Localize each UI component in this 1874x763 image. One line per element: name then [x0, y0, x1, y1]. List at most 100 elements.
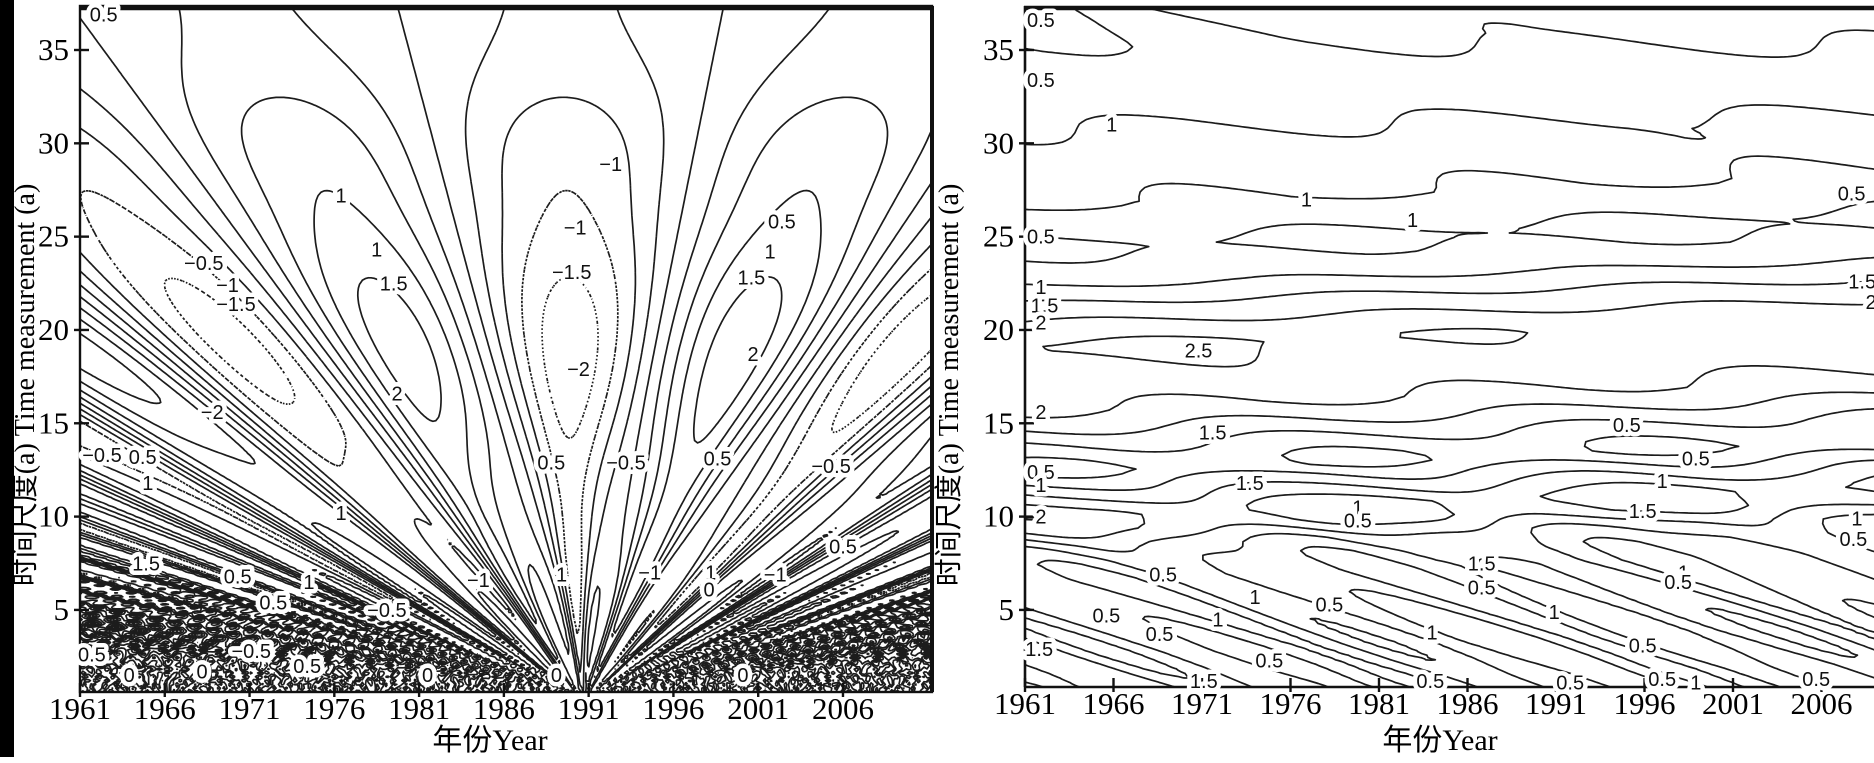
contour-label: 0.5: [829, 537, 857, 559]
contour-label: 2: [1035, 507, 1046, 529]
x-tick-label: 1996: [1614, 686, 1676, 721]
contour-label: 2: [1866, 292, 1874, 314]
contour-label: 0.5: [1629, 635, 1657, 657]
x-tick-label: 1961: [49, 691, 111, 726]
contour-label: 0.5: [768, 212, 796, 234]
contour-label: 1: [1106, 115, 1117, 137]
contour-label: 0.5: [1255, 650, 1283, 672]
y-tick-label: 30: [38, 125, 69, 160]
contour-label: 0.5: [1315, 594, 1343, 616]
y-tick-label: 10: [38, 499, 69, 534]
contour-label: 0.5: [1027, 70, 1055, 92]
contour-label: 0.5: [1648, 669, 1676, 691]
contour-label: 2: [1035, 402, 1046, 424]
contour-label: 0: [422, 665, 433, 687]
contour-label: −1: [764, 565, 787, 587]
contour-label: 1: [1549, 602, 1560, 624]
y-tick-label: 20: [983, 312, 1014, 347]
contour-label: −1: [599, 154, 622, 176]
x-tick-label: 1966: [1083, 686, 1145, 721]
contour-label: 1: [1035, 277, 1046, 299]
contour-label: 1: [336, 186, 347, 208]
x-tick-label: 1971: [1171, 686, 1233, 721]
contour-label: 0.5: [1027, 227, 1055, 249]
contour-label: 0.5: [78, 645, 106, 667]
x-tick-label: 1971: [219, 691, 281, 726]
contour-label: 2: [392, 383, 403, 405]
contour-label: 0: [124, 665, 135, 687]
contour-level-2.5: [1025, 327, 1529, 521]
contour-label: 0.5: [537, 453, 565, 475]
y-tick-label: 15: [983, 405, 1014, 440]
contour-label: 1: [1427, 622, 1438, 644]
contour-label: 0.5: [1802, 669, 1830, 691]
contour-label: 1: [765, 242, 776, 264]
contour-label: −1: [216, 275, 239, 297]
contour-label: 1.5: [380, 273, 408, 295]
contour-label: 1: [371, 240, 382, 262]
y-tick-label: 20: [38, 312, 69, 347]
contour-level--2: [163, 276, 932, 439]
y-tick-label: 15: [38, 405, 69, 440]
x-axis-label-left: 年份Year: [432, 724, 547, 757]
contour-label: 0: [737, 665, 748, 687]
contour-label: −1: [467, 570, 490, 592]
contour-label: 1.5: [1236, 473, 1264, 495]
contour-label: −1.5: [216, 294, 255, 316]
contour-label: 1.5: [1848, 271, 1874, 293]
contour-label: 0.5: [1468, 578, 1496, 600]
contour-label: 0.5: [224, 566, 252, 588]
contour-label: 0: [197, 662, 208, 684]
x-tick-label: 2001: [727, 691, 789, 726]
contour-label: 1.5: [1468, 553, 1496, 575]
x-tick-label: 1981: [1348, 686, 1410, 721]
contour-level-0.5: [1025, 6, 1874, 687]
x-tick-label: 2006: [812, 691, 874, 726]
axis-left: 1961 1966 1971 1976 1981 1986 1991 1996 2001 2006…: [38, 4, 934, 726]
contour-label: −0.5: [82, 445, 121, 467]
x-tick-label: 1976: [1260, 686, 1322, 721]
x-tick-label: 1961: [994, 686, 1056, 721]
x-tick-label: 1981: [388, 691, 450, 726]
contour-label: −0.5: [367, 600, 406, 622]
contour-level--1: [80, 96, 932, 674]
contour-level-2: [80, 276, 783, 444]
contour-label: 2.5: [1185, 341, 1213, 363]
contour-label: 0.5: [259, 593, 287, 615]
x-tick-label: 2006: [1791, 686, 1853, 721]
contour-label: 1: [1678, 563, 1689, 585]
contour-label: 0.5: [1027, 10, 1055, 32]
contour-level--1.5: [80, 189, 932, 636]
contour-label: 1.5: [1190, 671, 1218, 693]
contour-label: −0.5: [811, 456, 850, 478]
contour-label: 0.5: [1092, 606, 1120, 628]
contour-label: 0.5: [1344, 510, 1372, 532]
y-tick-label: 25: [983, 219, 1014, 254]
x-tick-label: 1996: [642, 691, 704, 726]
contour-label: 1: [336, 503, 347, 525]
x-axis-label-right: 年份Year: [1382, 724, 1497, 757]
y-tick-label: 10: [983, 499, 1014, 534]
contour-label: −1: [638, 563, 661, 585]
contour-label: 1: [1250, 587, 1261, 609]
contour-label: −1.5: [552, 262, 591, 284]
contour-label: −1: [564, 217, 587, 239]
contour-label: 0.5: [1149, 565, 1177, 587]
contour-label: 0.5: [1664, 572, 1692, 594]
contour-label: 1: [556, 565, 567, 587]
contour-label: −2: [201, 402, 224, 424]
contour-label: 1: [1407, 210, 1418, 232]
y-tick-label: 25: [38, 219, 69, 254]
contour-label: 1.5: [1025, 639, 1053, 661]
contour-label: −0.5: [606, 453, 645, 475]
contour-label: 0.5: [129, 447, 157, 469]
y-tick-label: 5: [999, 592, 1015, 627]
contour-label: 1: [1352, 497, 1363, 519]
contour-label: 2: [748, 344, 759, 366]
contour-label: 1: [1657, 471, 1668, 493]
left-edge-black-bar: [0, 0, 14, 757]
contour-label: 1.5: [132, 553, 160, 575]
contour-label: 1.5: [1031, 296, 1059, 318]
